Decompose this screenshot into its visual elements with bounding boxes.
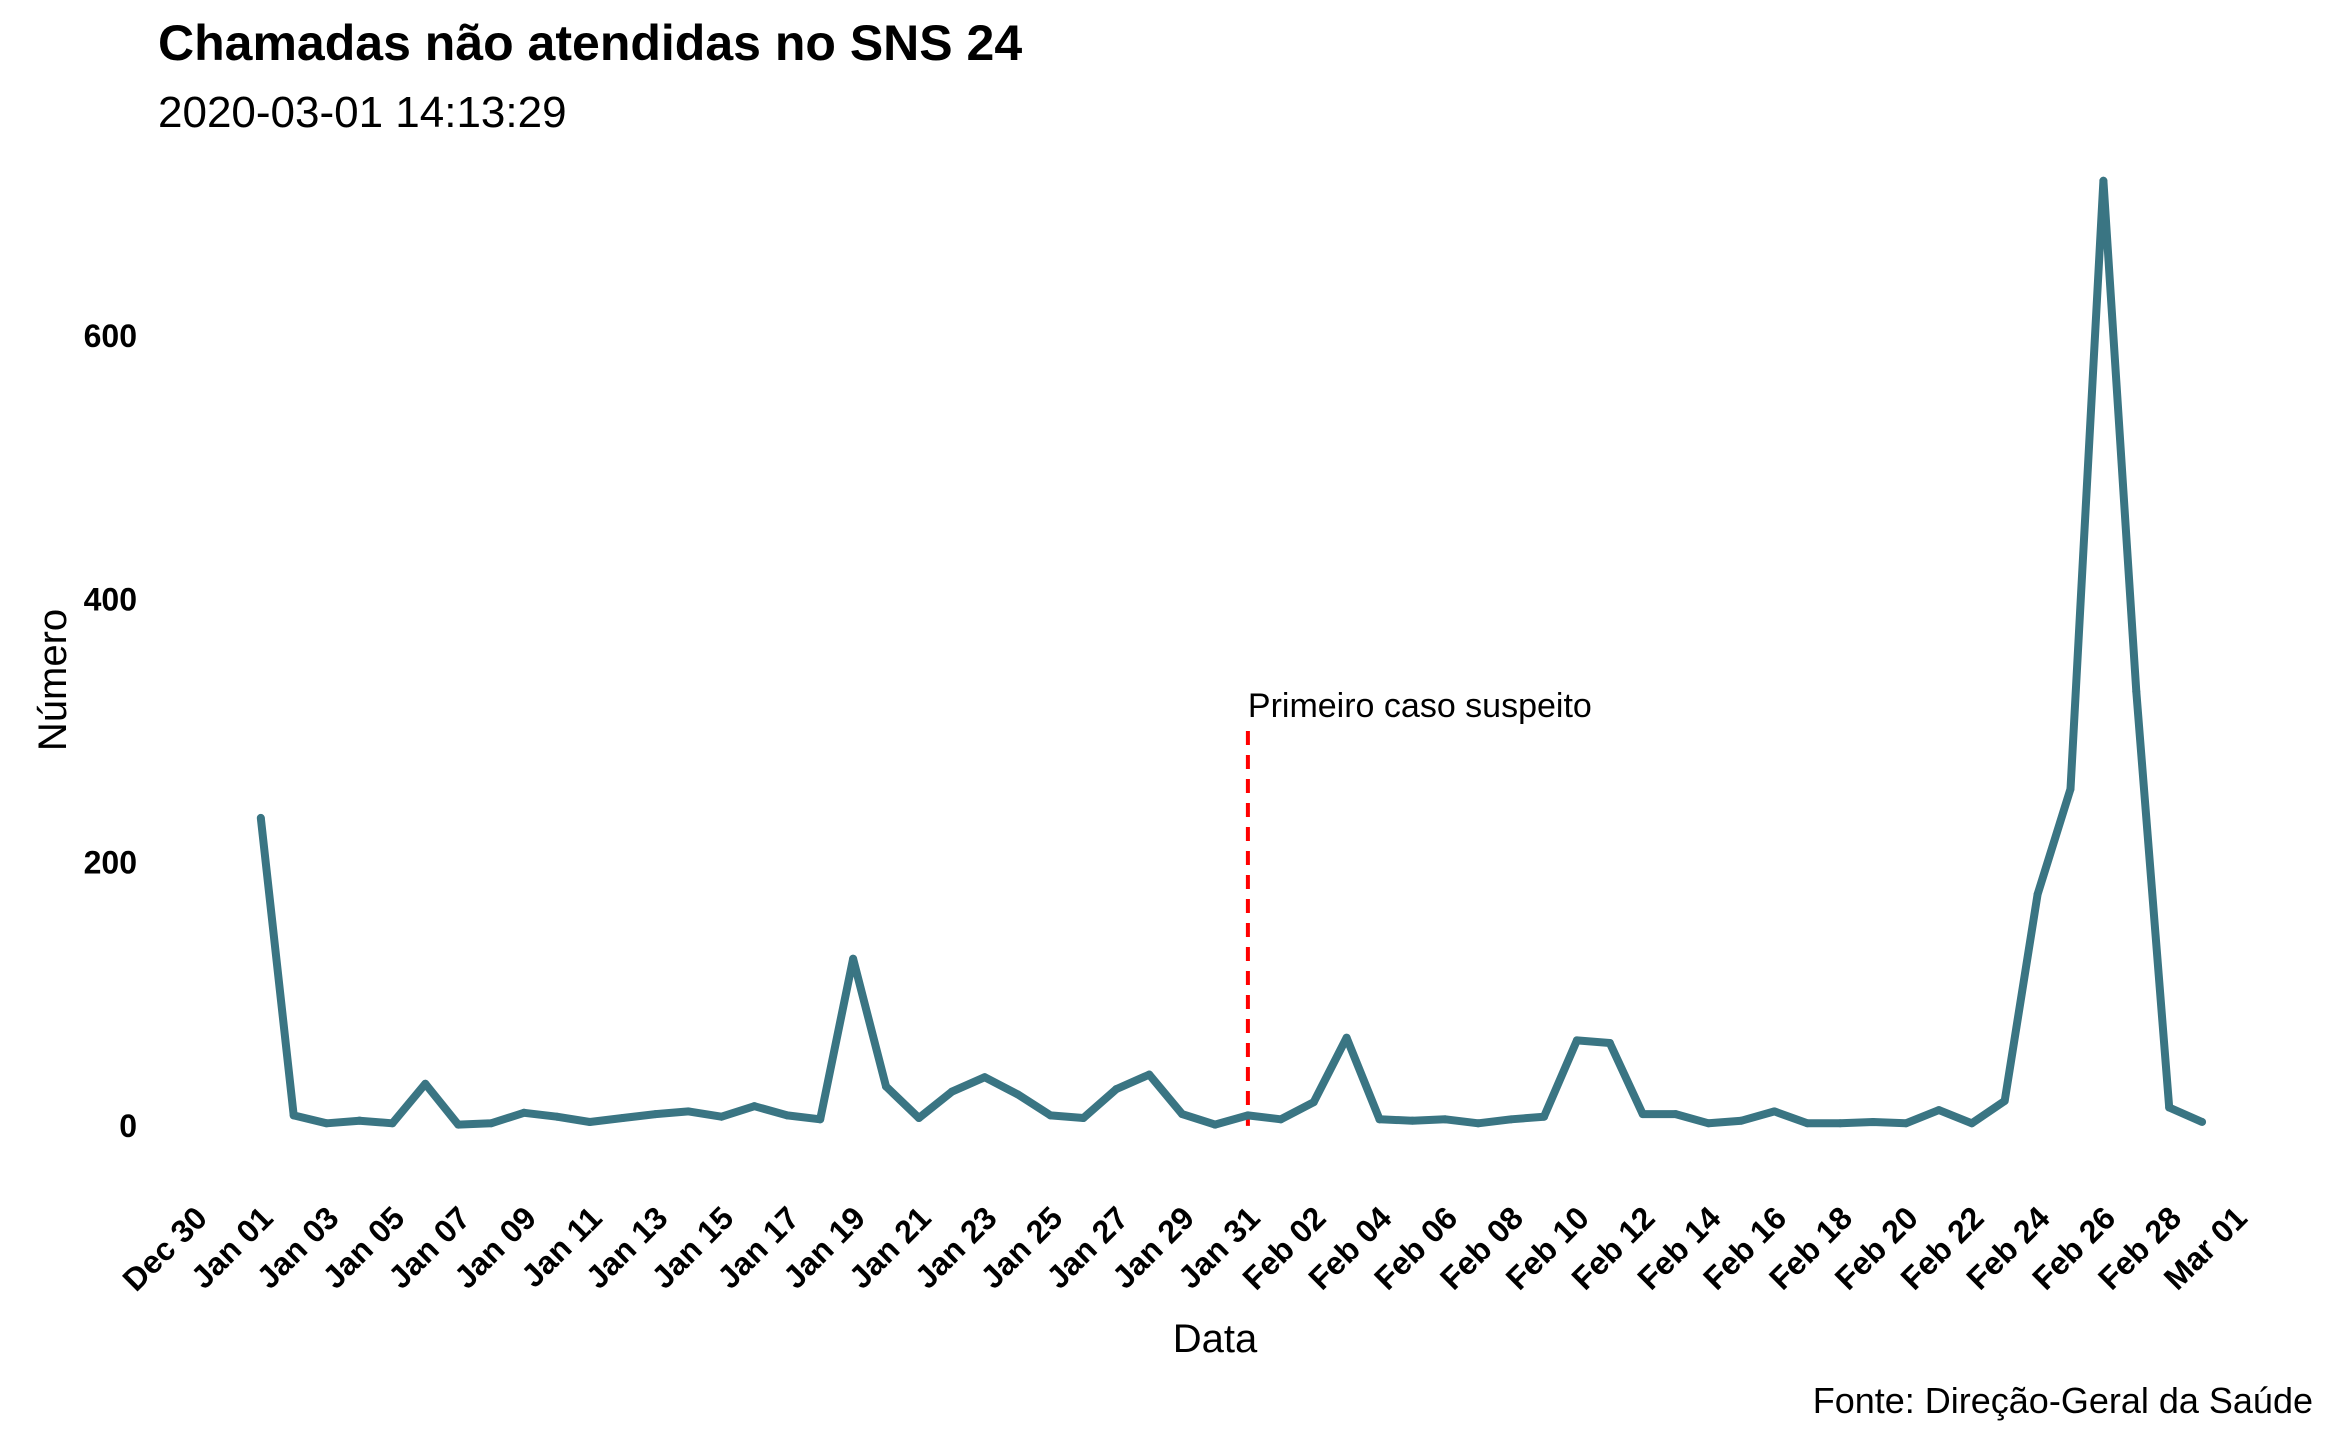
data-point [1178, 1110, 1187, 1119]
data-point [1079, 1114, 1088, 1123]
chart-subtitle: 2020-03-01 14:13:29 [158, 88, 567, 137]
data-point [1572, 1036, 1581, 1045]
data-point [1375, 1115, 1384, 1124]
annotation-label: Primeiro caso suspeito [1248, 687, 1592, 725]
data-point [1605, 1038, 1614, 1047]
data-point [1013, 1090, 1022, 1099]
data-point [1967, 1119, 1976, 1128]
data-point [520, 1108, 529, 1117]
data-point [618, 1114, 627, 1123]
data-point [2000, 1096, 2009, 1105]
data-point [1901, 1119, 1910, 1128]
data-point [454, 1120, 463, 1129]
data-point [717, 1112, 726, 1121]
data-point [1112, 1085, 1121, 1094]
data-point [585, 1117, 594, 1126]
data-point [1704, 1119, 1713, 1128]
series-line [256, 176, 2204, 1129]
data-point [1211, 1120, 1219, 1129]
data-point [783, 1111, 792, 1120]
data-point [1309, 1098, 1318, 1107]
data-point [947, 1087, 956, 1096]
chart-caption: Fonte: Direção-Geral da Saúde [1812, 1380, 2313, 1421]
data-point [256, 813, 265, 822]
data-point [1638, 1110, 1647, 1119]
data-point [1441, 1115, 1450, 1124]
data-point [1671, 1110, 1680, 1119]
data-point [1770, 1107, 1779, 1116]
data-point [881, 1082, 890, 1091]
data-point [388, 1119, 397, 1128]
data-point [1836, 1119, 1845, 1128]
series-group [256, 176, 2207, 1129]
data-point [2033, 890, 2042, 899]
data-point [914, 1114, 923, 1123]
data-point [2132, 687, 2141, 696]
data-point [1540, 1112, 1549, 1121]
data-point [849, 954, 858, 963]
y-tick-label: 200 [84, 845, 137, 881]
data-point [651, 1110, 660, 1119]
data-point [1046, 1111, 1055, 1120]
data-point [552, 1112, 561, 1121]
data-point [1145, 1070, 1154, 1079]
data-point [355, 1116, 364, 1125]
data-point [1737, 1116, 1746, 1125]
y-axis-title: Número [31, 609, 75, 751]
y-tick-label: 400 [84, 581, 137, 617]
data-point [487, 1119, 496, 1128]
y-tick-label: 600 [84, 318, 137, 354]
data-point [1934, 1106, 1943, 1115]
data-point [1507, 1115, 1516, 1124]
data-point [816, 1115, 825, 1124]
data-point [2066, 784, 2075, 793]
data-point [684, 1107, 693, 1116]
data-point [1342, 1033, 1351, 1042]
data-point [2165, 1103, 2174, 1112]
x-axis-title: Data [1173, 1317, 1258, 1361]
data-point [322, 1119, 331, 1128]
data-point [289, 1111, 298, 1120]
chart-title: Chamadas não atendidas no SNS 24 [158, 15, 1023, 71]
data-point [750, 1102, 759, 1111]
data-point [1474, 1119, 1483, 1128]
data-point [2099, 176, 2108, 185]
data-point [1869, 1117, 1878, 1126]
y-axis-ticks: 0 200 400 600 [84, 318, 137, 1144]
data-point [980, 1073, 989, 1082]
data-point [1276, 1115, 1285, 1124]
data-point [1243, 1111, 1252, 1120]
annotations: Primeiro caso suspeito [1245, 687, 1592, 1126]
data-point [1803, 1119, 1812, 1128]
y-tick-label: 0 [119, 1108, 137, 1144]
data-point [2198, 1117, 2207, 1126]
data-point [421, 1079, 430, 1088]
data-point [1408, 1116, 1417, 1125]
